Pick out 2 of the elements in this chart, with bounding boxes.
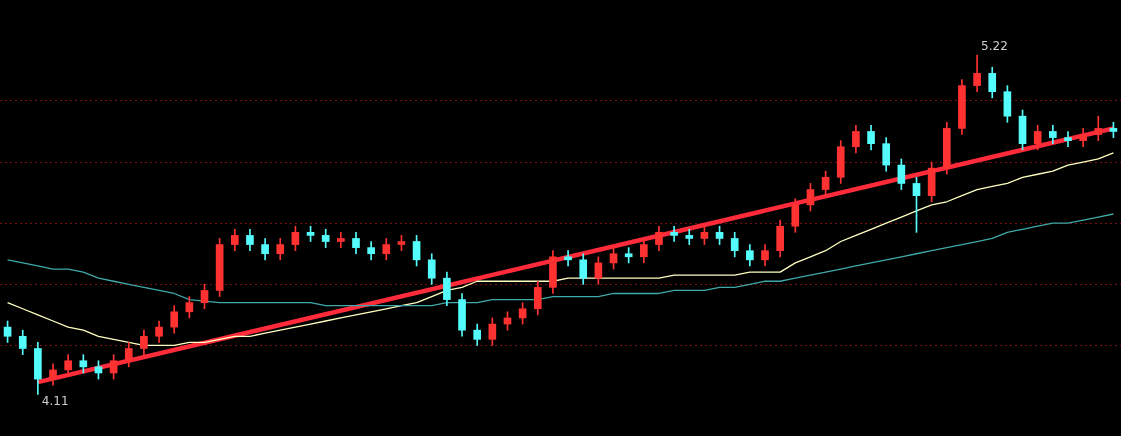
text: 5.22 (981, 39, 1008, 54)
annotation: 4.11 (41, 394, 69, 409)
